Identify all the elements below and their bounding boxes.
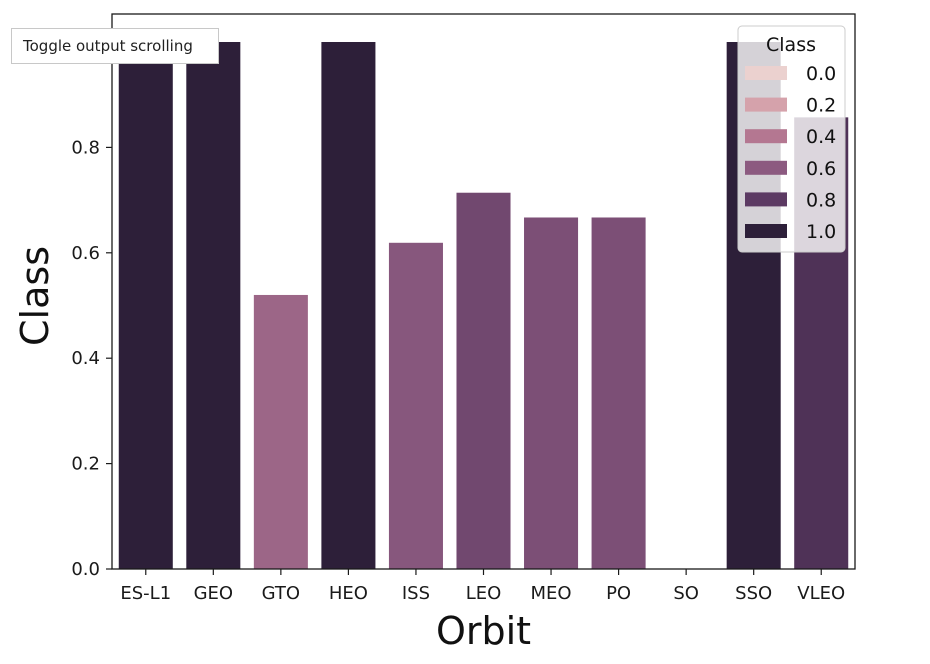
legend-entry-label: 0.4 <box>806 126 836 148</box>
x-tick-label: MEO <box>531 583 572 604</box>
x-axis: ES-L1 GEO GTO HEO ISS LEO MEO PO SO SSO VLEO <box>120 569 845 604</box>
x-axis-label: Orbit <box>436 609 531 653</box>
legend-entry-label: 0.6 <box>806 158 836 180</box>
x-tick-label: VLEO <box>797 583 845 604</box>
bar-geo <box>186 42 241 569</box>
x-tick-label: PO <box>606 583 631 604</box>
legend-entry-label: 1.0 <box>806 221 836 243</box>
bar-meo <box>524 217 579 569</box>
legend-swatch <box>745 97 787 112</box>
bar-es-l1 <box>118 42 173 569</box>
bar-iss <box>388 242 443 570</box>
y-tick-label: 0.8 <box>71 137 100 158</box>
x-tick-label: LEO <box>466 583 502 604</box>
y-tick-label: 0.0 <box>71 559 100 580</box>
y-tick-label: 0.2 <box>71 454 100 475</box>
legend-swatch <box>745 192 787 207</box>
legend-entry-label: 0.2 <box>806 95 836 117</box>
x-tick-label: GTO <box>262 583 300 604</box>
legend-entry-label: 0.0 <box>806 63 836 85</box>
bar-gto <box>253 294 308 569</box>
x-tick-label: ES-L1 <box>120 583 171 604</box>
bar-po <box>591 217 646 569</box>
y-tick-label: 0.4 <box>71 348 100 369</box>
legend: Class 0.0 0.2 0.4 0.6 0.8 1.0 <box>737 25 846 253</box>
bar-leo <box>456 192 511 570</box>
legend-swatch <box>745 224 787 238</box>
legend-swatch <box>745 160 787 175</box>
legend-title: Class <box>766 34 816 56</box>
bars-group <box>118 42 849 570</box>
y-axis-label: Class <box>13 246 57 346</box>
legend-swatch <box>745 129 787 144</box>
x-tick-label: ISS <box>402 583 430 604</box>
x-tick-label: SSO <box>735 583 772 604</box>
x-tick-label: GEO <box>194 583 234 604</box>
y-axis: 0.0 0.2 0.4 0.6 0.8 <box>71 137 112 580</box>
legend-swatch <box>745 66 787 80</box>
legend-entry-label: 0.8 <box>806 189 836 211</box>
x-tick-label: SO <box>673 583 699 604</box>
bar-heo <box>321 42 376 569</box>
y-tick-label: 0.6 <box>71 243 100 264</box>
toggle-output-scrolling-tooltip[interactable]: Toggle output scrolling <box>11 28 219 64</box>
x-tick-label: HEO <box>329 583 368 604</box>
